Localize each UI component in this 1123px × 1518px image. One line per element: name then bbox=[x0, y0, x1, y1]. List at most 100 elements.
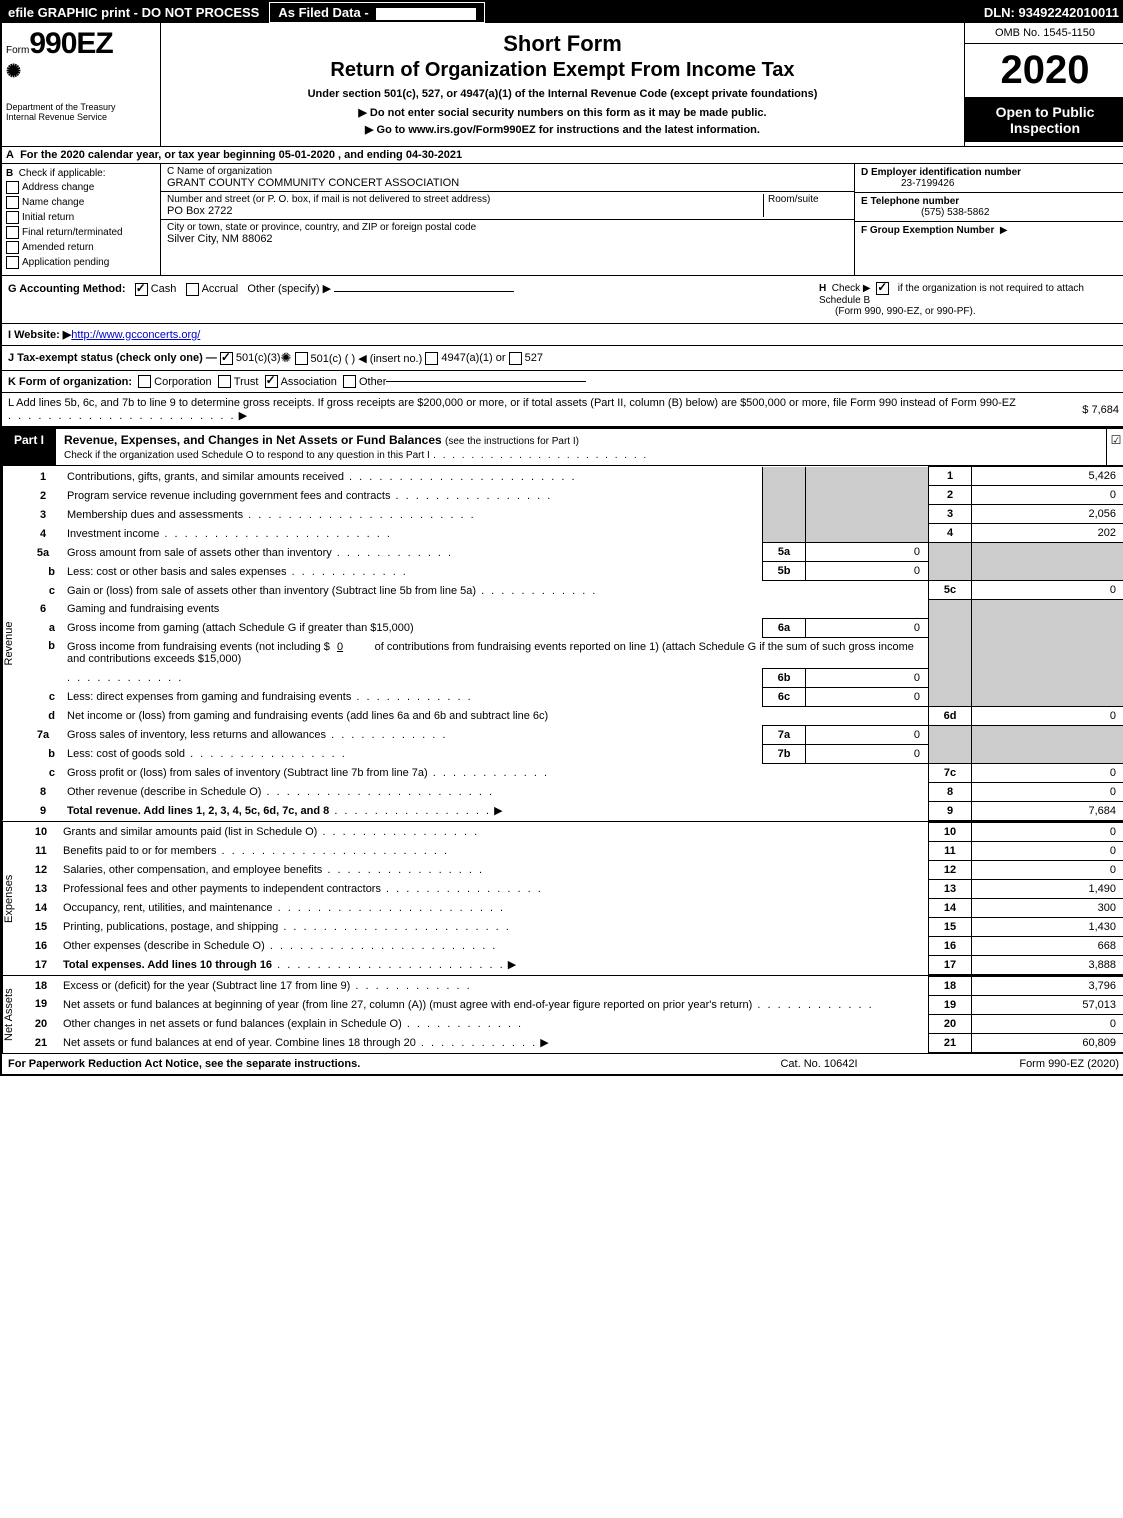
warning-2: ▶ Go to www.irs.gov/Form990EZ for instru… bbox=[167, 123, 958, 136]
tax-year: 2020 bbox=[965, 44, 1123, 98]
top-bar: efile GRAPHIC print - DO NOT PROCESS As … bbox=[2, 2, 1123, 23]
f-label: F Group Exemption Number bbox=[861, 225, 994, 236]
f-arrow: ▶ bbox=[1000, 225, 1008, 236]
line-18-value: 3,796 bbox=[972, 976, 1123, 995]
open-public-badge: Open to Public Inspection bbox=[965, 98, 1123, 142]
line-7c-value: 0 bbox=[972, 763, 1123, 782]
line-6a-value: 0 bbox=[806, 618, 929, 637]
e-label: E Telephone number bbox=[861, 196, 959, 207]
line-17-value: 3,888 bbox=[972, 955, 1123, 974]
form-prefix: Form bbox=[6, 45, 29, 56]
as-filed-box: As Filed Data - bbox=[269, 2, 485, 23]
chk-trust[interactable] bbox=[218, 375, 231, 388]
row-k: K Form of organization: Corporation Trus… bbox=[2, 371, 1123, 393]
chk-initial-return[interactable] bbox=[6, 211, 19, 224]
chk-501c3[interactable] bbox=[220, 352, 233, 365]
phone-value: (575) 538-5862 bbox=[861, 207, 989, 218]
d-label: D Employer identification number bbox=[861, 167, 1021, 178]
expenses-side-label: Expenses bbox=[2, 822, 23, 975]
line-6b-value: 0 bbox=[806, 668, 929, 687]
line-19-value: 57,013 bbox=[972, 995, 1123, 1014]
line-16-value: 668 bbox=[972, 936, 1123, 955]
line-11-value: 0 bbox=[972, 841, 1123, 860]
other-org-line[interactable] bbox=[386, 381, 586, 382]
header-mid: Short Form Return of Organization Exempt… bbox=[161, 23, 964, 146]
line-5a-value: 0 bbox=[806, 543, 929, 562]
revenue-side-label: Revenue bbox=[2, 466, 23, 821]
irs-label: Internal Revenue Service bbox=[6, 112, 156, 122]
line-6c-value: 0 bbox=[806, 687, 929, 706]
header-right: OMB No. 1545-1150 2020 Open to Public In… bbox=[964, 23, 1123, 146]
city-label: City or town, state or province, country… bbox=[167, 222, 848, 233]
org-city: Silver City, NM 88062 bbox=[167, 233, 848, 245]
expenses-table: 10 Grants and similar amounts paid (list… bbox=[23, 822, 1123, 975]
page-footer: For Paperwork Reduction Act Notice, see … bbox=[2, 1053, 1123, 1074]
line-12-value: 0 bbox=[972, 860, 1123, 879]
dept-treasury: Department of the Treasury bbox=[6, 102, 156, 112]
chk-amended[interactable] bbox=[6, 241, 19, 254]
net-assets-section: Net Assets 18 Excess or (deficit) for th… bbox=[2, 976, 1123, 1053]
line-8-value: 0 bbox=[972, 782, 1123, 801]
revenue-table: 1 Contributions, gifts, grants, and simi… bbox=[23, 466, 1123, 821]
chk-final-return[interactable] bbox=[6, 226, 19, 239]
chk-name-change[interactable] bbox=[6, 196, 19, 209]
chk-h[interactable] bbox=[876, 282, 889, 295]
chk-cash[interactable] bbox=[135, 283, 148, 296]
dln-label: DLN: 93492242010011 bbox=[978, 2, 1123, 23]
line-20-value: 0 bbox=[972, 1014, 1123, 1033]
form-number: 990EZ bbox=[29, 27, 112, 60]
addr-label: Number and street (or P. O. box, if mail… bbox=[167, 194, 763, 205]
other-specify-line[interactable] bbox=[334, 291, 514, 292]
h-section: H Check ▶ if the organization is not req… bbox=[813, 276, 1123, 323]
header-left: Form990EZ ✺ Department of the Treasury I… bbox=[2, 23, 161, 146]
c-label: C Name of organization bbox=[167, 166, 848, 177]
line-13-value: 1,490 bbox=[972, 879, 1123, 898]
part-1-title: Revenue, Expenses, and Changes in Net As… bbox=[56, 429, 1106, 465]
as-filed-blank bbox=[376, 8, 476, 20]
subtitle: Under section 501(c), 527, or 4947(a)(1)… bbox=[167, 88, 958, 100]
chk-527[interactable] bbox=[509, 352, 522, 365]
row-a: A For the 2020 calendar year, or tax yea… bbox=[2, 147, 1123, 164]
line-21-value: 60,809 bbox=[972, 1033, 1123, 1052]
part-1-schedule-o-check[interactable]: ☑ bbox=[1106, 429, 1123, 465]
col-def: D Employer identification number 23-7199… bbox=[854, 164, 1123, 275]
revenue-section: Revenue 1 Contributions, gifts, grants, … bbox=[2, 466, 1123, 822]
line-1-value: 5,426 bbox=[972, 467, 1123, 486]
footer-mid: Cat. No. 10642I bbox=[719, 1058, 919, 1070]
chk-corp[interactable] bbox=[138, 375, 151, 388]
net-assets-table: 18 Excess or (deficit) for the year (Sub… bbox=[23, 976, 1123, 1053]
chk-accrual[interactable] bbox=[186, 283, 199, 296]
row-gh: G Accounting Method: Cash Accrual Other … bbox=[2, 276, 1123, 324]
form-990ez-page: efile GRAPHIC print - DO NOT PROCESS As … bbox=[0, 0, 1123, 1076]
block-bcdef: B Check if applicable: Address change Na… bbox=[2, 164, 1123, 276]
main-title: Return of Organization Exempt From Incom… bbox=[167, 59, 958, 82]
g-section: G Accounting Method: Cash Accrual Other … bbox=[2, 276, 813, 323]
chk-4947[interactable] bbox=[425, 352, 438, 365]
col-c: C Name of organization GRANT COUNTY COMM… bbox=[161, 164, 854, 275]
col-b: B Check if applicable: Address change Na… bbox=[2, 164, 161, 275]
expenses-section: Expenses 10 Grants and similar amounts p… bbox=[2, 822, 1123, 976]
line-9-value: 7,684 bbox=[972, 801, 1123, 820]
warning-1: ▶ Do not enter social security numbers o… bbox=[167, 106, 958, 119]
website-link[interactable]: http://www.gcconcerts.org/ bbox=[71, 329, 200, 341]
line-7a-value: 0 bbox=[806, 725, 929, 744]
line-14-value: 300 bbox=[972, 898, 1123, 917]
row-l: L Add lines 5b, 6c, and 7b to line 9 to … bbox=[2, 393, 1123, 427]
org-address: PO Box 2722 bbox=[167, 205, 763, 217]
chk-address-change[interactable] bbox=[6, 181, 19, 194]
efile-label: efile GRAPHIC print - DO NOT PROCESS bbox=[2, 2, 265, 23]
part-1-label: Part I bbox=[2, 429, 56, 465]
l-value: $ 7,684 bbox=[1019, 404, 1119, 416]
omb-number: OMB No. 1545-1150 bbox=[965, 23, 1123, 44]
room-suite-label: Room/suite bbox=[763, 194, 848, 217]
chk-assoc[interactable] bbox=[265, 375, 278, 388]
line-7b-value: 0 bbox=[806, 744, 929, 763]
line-15-value: 1,430 bbox=[972, 917, 1123, 936]
ein-value: 23-7199426 bbox=[861, 178, 954, 189]
chk-other-org[interactable] bbox=[343, 375, 356, 388]
chk-501c[interactable] bbox=[295, 352, 308, 365]
as-filed-label: As Filed Data - bbox=[278, 5, 368, 20]
chk-pending[interactable] bbox=[6, 256, 19, 269]
short-form-title: Short Form bbox=[167, 31, 958, 57]
line-3-value: 2,056 bbox=[972, 505, 1123, 524]
